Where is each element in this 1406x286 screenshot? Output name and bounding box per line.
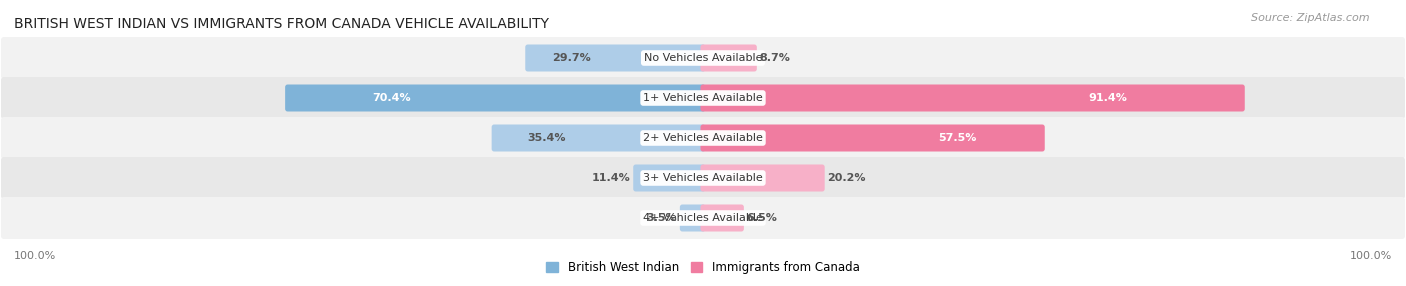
Text: Source: ZipAtlas.com: Source: ZipAtlas.com (1251, 13, 1369, 23)
FancyBboxPatch shape (633, 164, 706, 192)
Text: BRITISH WEST INDIAN VS IMMIGRANTS FROM CANADA VEHICLE AVAILABILITY: BRITISH WEST INDIAN VS IMMIGRANTS FROM C… (14, 17, 548, 31)
Text: 35.4%: 35.4% (527, 133, 565, 143)
FancyBboxPatch shape (1, 77, 1405, 119)
Text: 6.5%: 6.5% (747, 213, 778, 223)
FancyBboxPatch shape (1, 37, 1405, 79)
Text: 3+ Vehicles Available: 3+ Vehicles Available (643, 173, 763, 183)
Text: 20.2%: 20.2% (827, 173, 866, 183)
FancyBboxPatch shape (285, 84, 706, 112)
FancyBboxPatch shape (681, 204, 706, 231)
Legend: British West Indian, Immigrants from Canada: British West Indian, Immigrants from Can… (547, 261, 859, 274)
FancyBboxPatch shape (492, 124, 706, 152)
Text: No Vehicles Available: No Vehicles Available (644, 53, 762, 63)
Text: 2+ Vehicles Available: 2+ Vehicles Available (643, 133, 763, 143)
FancyBboxPatch shape (700, 45, 756, 72)
FancyBboxPatch shape (526, 45, 706, 72)
FancyBboxPatch shape (700, 164, 825, 192)
Text: 3.5%: 3.5% (647, 213, 678, 223)
FancyBboxPatch shape (1, 157, 1405, 199)
FancyBboxPatch shape (1, 117, 1405, 159)
Text: 100.0%: 100.0% (1350, 251, 1392, 261)
FancyBboxPatch shape (1, 197, 1405, 239)
FancyBboxPatch shape (700, 84, 1244, 112)
Text: 100.0%: 100.0% (14, 251, 56, 261)
Text: 8.7%: 8.7% (759, 53, 790, 63)
Text: 29.7%: 29.7% (553, 53, 591, 63)
Text: 1+ Vehicles Available: 1+ Vehicles Available (643, 93, 763, 103)
Text: 91.4%: 91.4% (1088, 93, 1126, 103)
FancyBboxPatch shape (700, 124, 1045, 152)
Text: 11.4%: 11.4% (592, 173, 631, 183)
Text: 57.5%: 57.5% (938, 133, 977, 143)
Text: 4+ Vehicles Available: 4+ Vehicles Available (643, 213, 763, 223)
FancyBboxPatch shape (700, 204, 744, 231)
Text: 70.4%: 70.4% (373, 93, 411, 103)
